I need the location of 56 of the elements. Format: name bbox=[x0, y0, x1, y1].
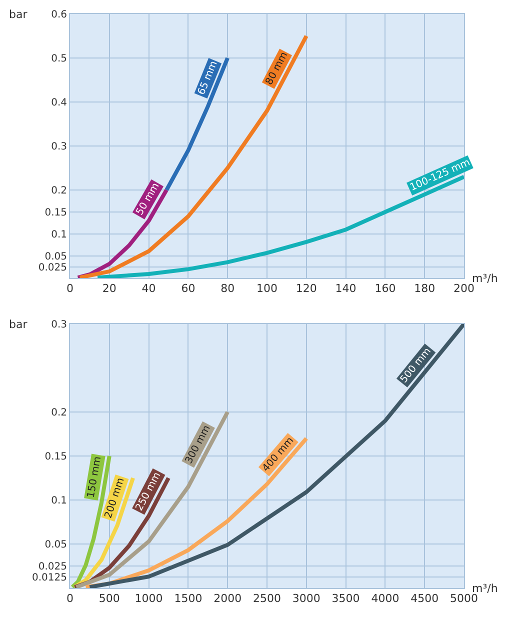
y-tick-label: 0.025 bbox=[38, 262, 67, 274]
line-series bbox=[164, 56, 230, 192]
text: 80 mm bbox=[264, 50, 290, 87]
x-axis-title: m³/h bbox=[472, 272, 498, 285]
x-tick-label: 200 bbox=[454, 282, 474, 296]
y-tick-label: 0.15 bbox=[44, 208, 67, 218]
y-tick-label: 0.6 bbox=[51, 10, 67, 20]
x-tick-label: 20 bbox=[102, 282, 116, 296]
y-tick-label: 0.3 bbox=[51, 142, 67, 152]
text: 300 mm bbox=[184, 424, 213, 466]
x-tick-label: 80 bbox=[220, 282, 235, 296]
y-axis-title: bar bbox=[9, 318, 28, 331]
x-tick-label: 0 bbox=[66, 282, 74, 296]
x-tick-label: 2000 bbox=[214, 592, 242, 606]
x-tick-label: 40 bbox=[142, 282, 156, 296]
x-tick-label: 0 bbox=[66, 592, 74, 606]
text: 250 mm bbox=[134, 470, 164, 513]
y-tick-label: 0.025 bbox=[38, 562, 67, 572]
x-tick-label: 120 bbox=[296, 282, 317, 296]
y-tick-label: 0.1 bbox=[51, 230, 67, 240]
line-series bbox=[78, 34, 308, 278]
x-tick-label: 180 bbox=[414, 282, 436, 296]
x-tick-label: 3000 bbox=[292, 592, 320, 606]
x-tick-label: 1500 bbox=[174, 592, 202, 606]
y-axis-title: bar bbox=[9, 8, 28, 21]
y-tick-label: 0.3 bbox=[51, 320, 67, 330]
y-tick-label: 0.5 bbox=[51, 54, 67, 64]
y-tick-label: 0.15 bbox=[44, 452, 67, 462]
x-tick-label: 140 bbox=[335, 282, 356, 296]
x-tick-label: 500 bbox=[98, 592, 120, 606]
x-tick-label: 100 bbox=[256, 282, 278, 296]
x-tick-label: 4500 bbox=[410, 592, 439, 606]
x-tick-label: 2500 bbox=[253, 592, 281, 606]
text: 65 mm bbox=[196, 60, 220, 97]
text: 50 mm bbox=[134, 181, 162, 218]
x-tick-label: 60 bbox=[181, 282, 196, 296]
x-tick-label: 5000 bbox=[450, 592, 478, 606]
x-tick-label: 3500 bbox=[332, 592, 360, 606]
y-tick-label: 0.4 bbox=[51, 98, 67, 108]
y-tick-label: 0.05 bbox=[44, 252, 67, 262]
y-tick-label: 0.1 bbox=[51, 496, 67, 506]
y-tick-label: 0.2 bbox=[51, 186, 67, 196]
x-tick-label: 1000 bbox=[134, 592, 163, 606]
y-tick-label: 0.2 bbox=[51, 408, 67, 418]
y-tick-label: 0.05 bbox=[44, 540, 67, 550]
y-tick-label: 0.0125 bbox=[32, 572, 67, 584]
text: 500 mm bbox=[398, 346, 434, 386]
text: 200 mm bbox=[103, 476, 127, 520]
text: 400 mm bbox=[260, 435, 296, 474]
x-tick-label: 160 bbox=[374, 282, 396, 296]
text: 150 mm bbox=[86, 456, 104, 499]
x-tick-label: 4000 bbox=[371, 592, 400, 606]
line-series bbox=[88, 324, 464, 588]
line-series bbox=[72, 476, 136, 588]
x-axis-title: m³/h bbox=[472, 582, 498, 595]
line-series bbox=[74, 410, 230, 588]
